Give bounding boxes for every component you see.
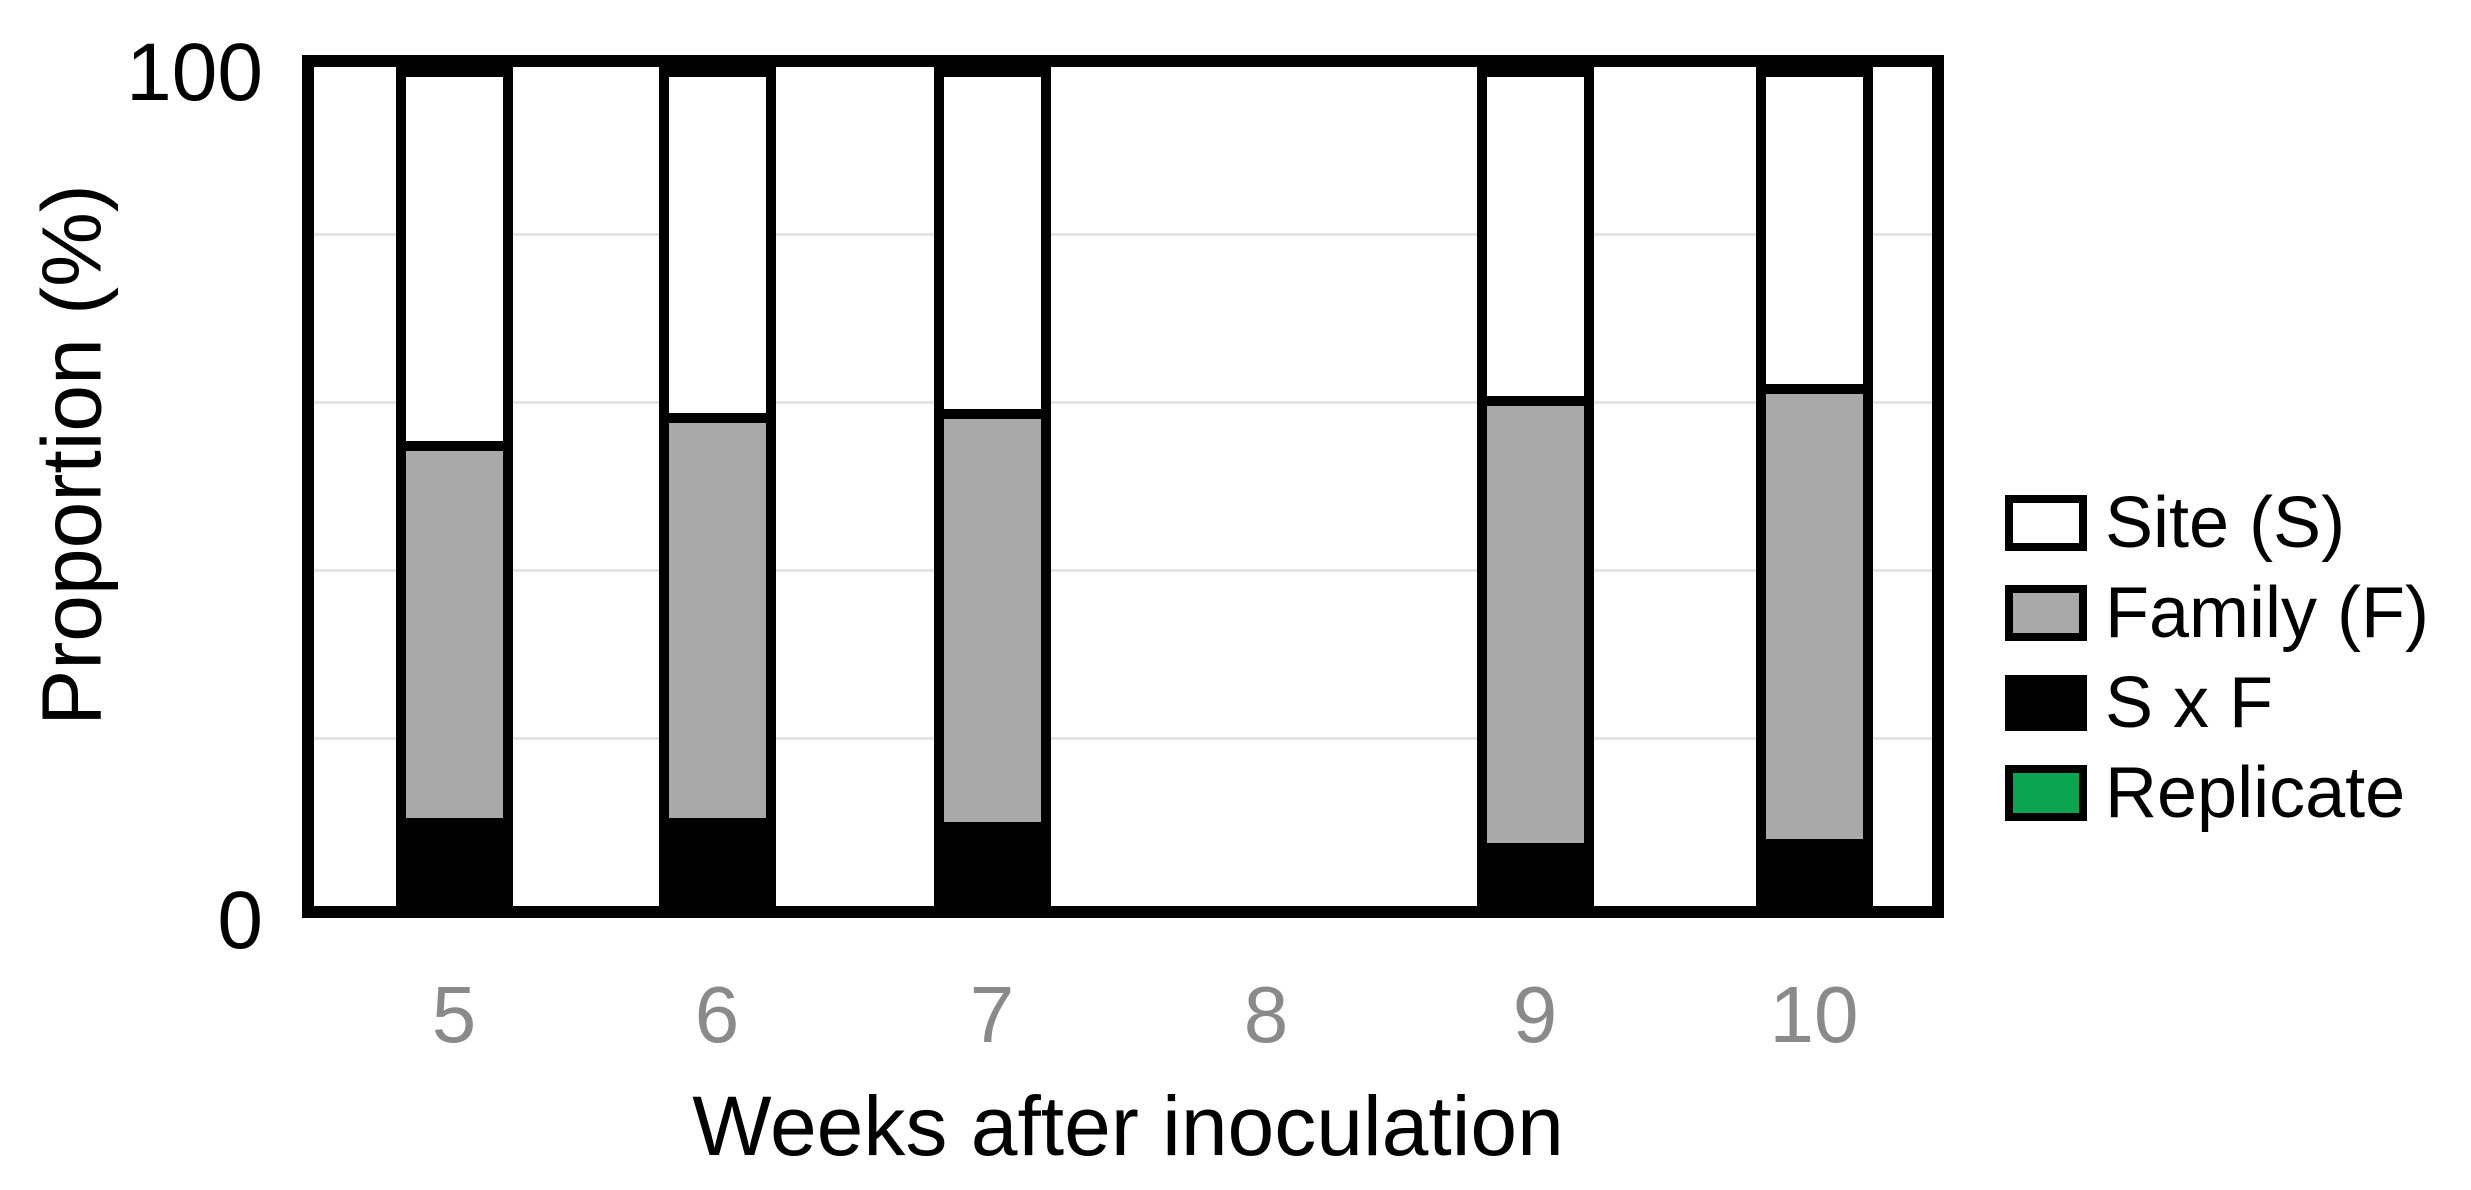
x-tick-label-7: 7 bbox=[969, 970, 1015, 1059]
gridline-40 bbox=[314, 568, 1932, 572]
segment-sxf-week-6 bbox=[669, 818, 766, 896]
segment-family-week-6 bbox=[669, 412, 766, 896]
bar-week-9 bbox=[1477, 67, 1594, 906]
legend-row-s-x-f: S x F bbox=[2005, 658, 2429, 748]
bar-week-5 bbox=[396, 67, 513, 906]
x-tick-label-9: 9 bbox=[1512, 970, 1558, 1059]
legend-label: Site (S) bbox=[2105, 483, 2346, 563]
x-axis-title: Weeks after inoculation bbox=[692, 1079, 1564, 1173]
legend-row-replicate: Replicate bbox=[2005, 748, 2429, 838]
legend-key-swatch bbox=[2005, 675, 2087, 731]
gridline-80 bbox=[314, 233, 1932, 237]
bar-week-7 bbox=[934, 67, 1051, 906]
legend-label: Replicate bbox=[2105, 753, 2406, 833]
bar-week-10 bbox=[1756, 67, 1873, 906]
plot-area bbox=[302, 55, 1944, 918]
y-tick-label-100: 100 bbox=[126, 27, 263, 118]
legend-key-swatch bbox=[2005, 585, 2087, 641]
legend-key-swatch bbox=[2005, 495, 2087, 551]
legend-label: Family (F) bbox=[2105, 573, 2429, 653]
legend: Site (S) Family (F) S x F Replicate bbox=[2005, 478, 2429, 838]
segment-sxf-week-9 bbox=[1487, 842, 1584, 896]
segment-sxf-week-7 bbox=[944, 822, 1041, 896]
y-tick-label-0: 0 bbox=[217, 875, 263, 966]
legend-row-site-s: Site (S) bbox=[2005, 478, 2429, 568]
segment-family-week-10 bbox=[1766, 384, 1863, 896]
bar-week-6 bbox=[659, 67, 776, 906]
segment-family-week-9 bbox=[1487, 396, 1584, 896]
segment-sxf-week-5 bbox=[406, 818, 503, 896]
gridline-60 bbox=[314, 401, 1932, 405]
segment-sxf-week-10 bbox=[1766, 838, 1863, 896]
legend-key-swatch bbox=[2005, 765, 2087, 821]
gridline-20 bbox=[314, 736, 1932, 740]
legend-row-family-f: Family (F) bbox=[2005, 568, 2429, 658]
x-tick-label-8: 8 bbox=[1243, 970, 1289, 1059]
segment-family-week-7 bbox=[944, 408, 1041, 896]
legend-label: S x F bbox=[2105, 663, 2274, 743]
x-tick-label-6: 6 bbox=[694, 970, 740, 1059]
y-axis-title: Proportion (%) bbox=[24, 184, 119, 726]
x-tick-label-5: 5 bbox=[431, 970, 477, 1059]
x-tick-label-10: 10 bbox=[1769, 970, 1859, 1059]
